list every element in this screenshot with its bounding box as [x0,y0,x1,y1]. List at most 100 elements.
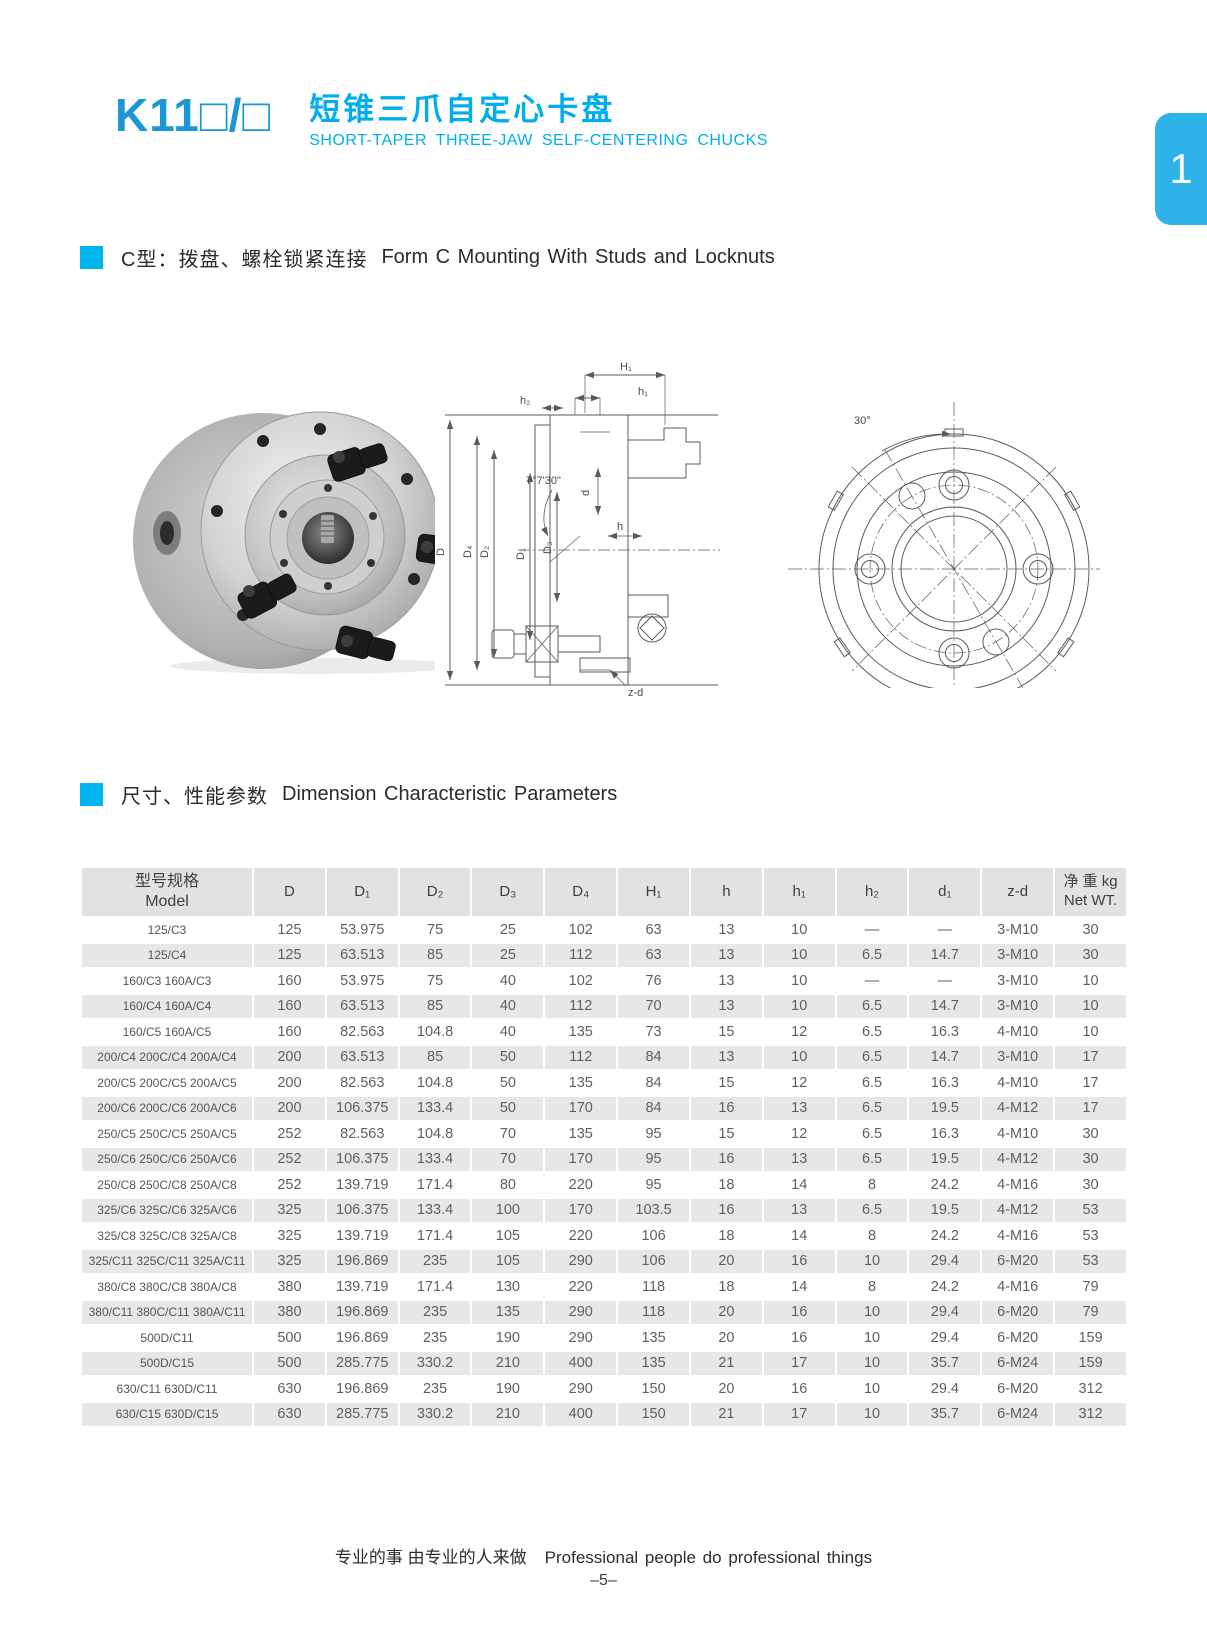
value-cell: 150 [616,1375,691,1403]
value-cell: 325 [252,1196,327,1224]
dim-label-d: d [580,490,592,496]
value-cell: 35.7 [907,1349,983,1377]
footer-slogan-zh: 专业的事 由专业的人来做 [334,1548,527,1567]
value-cell: 220 [543,1171,619,1199]
section-dimensions-en: Dimension Characteristic Parameters [282,783,618,805]
table-row: 200/C6 200C/C6 200A/C6 200 106.375 133.4 50 1… [80,1094,1128,1122]
value-cell: 196.869 [324,1375,400,1403]
value-cell: 106.375 [324,1196,400,1224]
value-cell: 196.869 [324,1298,400,1326]
dim-label-D2: D₂ [479,546,491,558]
value-cell: 10 [834,1298,910,1326]
value-cell: 171.4 [397,1273,473,1301]
value-cell: 12 [761,1018,837,1046]
value-cell: 40 [470,1018,546,1046]
section-dimensions-zh: 尺寸、性能参数 [121,786,268,808]
value-cell: 6-M20 [980,1324,1056,1352]
value-cell: 84 [616,1094,691,1122]
value-cell: 53.975 [324,967,400,995]
section-mounting-zh: C型：拨盘、螺栓锁紧连接 [121,249,368,271]
value-cell: 14 [761,1273,837,1301]
value-cell: 285.775 [324,1400,400,1428]
value-cell: 40 [470,992,546,1020]
value-cell: 53 [1053,1247,1128,1275]
value-cell: 70 [616,992,691,1020]
column-header: D₃ [470,866,546,918]
footer-slogan-en: Professional people do professional thin… [544,1548,873,1567]
value-cell: 21 [688,1400,764,1428]
value-cell: 20 [688,1375,764,1403]
value-cell: 13 [761,1094,837,1122]
value-cell: 200 [252,1069,327,1097]
value-cell: 40 [470,967,546,995]
value-cell: 14 [761,1171,837,1199]
value-cell: 84 [616,1069,691,1097]
value-cell: 6.5 [834,992,910,1020]
model-cell: 160/C5 160A/C5 [80,1018,254,1046]
value-cell: 30 [1053,1120,1128,1148]
value-cell: 63 [616,941,691,969]
value-cell: 19.5 [907,1145,983,1173]
table-row: 630/C15 630D/C15 630 285.775 330.2 210 400 150… [80,1400,1128,1428]
value-cell: 17 [1053,1094,1128,1122]
value-cell: 53 [1053,1196,1128,1224]
value-cell: 150 [616,1400,691,1428]
table-row: 250/C5 250C/C5 250A/C5 252 82.563 104.8 70 13… [80,1120,1128,1148]
table-row: 160/C5 160A/C5 160 82.563 104.8 40 135 73 15 12 6… [80,1018,1128,1046]
table-row: 160/C3 160A/C3 160 53.975 75 40 102 76 13 10— —3-… [80,967,1128,995]
model-cell: 200/C5 200C/C5 200A/C5 [80,1069,254,1097]
value-cell: 16.3 [907,1069,983,1097]
front-view-drawing: 30° [770,372,1100,705]
value-cell: 105 [470,1222,546,1250]
value-cell: 70 [470,1120,546,1148]
value-cell: 10 [761,992,837,1020]
value-cell: 13 [688,967,764,995]
value-cell: 3-M10 [980,1043,1056,1071]
model-cell: 325/C11 325C/C11 325A/C11 [80,1247,254,1275]
value-cell: 18 [688,1222,764,1250]
value-cell: 159 [1053,1324,1128,1352]
header-titles: 短锥三爪自定心卡盘 SHORT-TAPER THREE-JAW SELF-CEN… [309,92,768,150]
table-row: 630/C11 630D/C11 630 196.869 235 190 290 150 20… [80,1375,1128,1403]
value-cell: 106 [616,1247,691,1275]
value-cell: 50 [470,1069,546,1097]
value-cell: 171.4 [397,1171,473,1199]
page-title-en: SHORT-TAPER THREE-JAW SELF-CENTERING CHU… [309,131,768,149]
value-cell: 19.5 [907,1094,983,1122]
value-cell: 500 [252,1349,327,1377]
dim-label-D3: D₃ [542,542,554,554]
value-cell: 16.3 [907,1018,983,1046]
value-cell: 330.2 [397,1400,473,1428]
value-cell: 4-M12 [980,1145,1056,1173]
value-cell: 285.775 [324,1349,400,1377]
value-cell: 312 [1053,1375,1128,1403]
value-cell: 290 [543,1247,619,1275]
section-dimensions-title: 尺寸、性能参数 Dimension Characteristic Paramet… [80,780,617,809]
value-cell: 63.513 [324,992,400,1020]
value-cell: 3-M10 [980,992,1056,1020]
value-cell: 17 [1053,1043,1128,1071]
value-cell: 135 [543,1120,619,1148]
value-cell: 106 [616,1222,691,1250]
value-cell: 325 [252,1247,327,1275]
model-cell: 125/C3 [80,916,254,944]
value-cell: 29.4 [907,1324,983,1352]
value-cell: 13 [688,992,764,1020]
value-cell: — [907,916,983,944]
value-cell: 100 [470,1196,546,1224]
value-cell: 105 [470,1247,546,1275]
dim-label-angle: 7°7'30" [526,475,561,487]
value-cell: 95 [616,1171,691,1199]
value-cell: 82.563 [324,1069,400,1097]
value-cell: 82.563 [324,1120,400,1148]
value-cell: 14 [761,1222,837,1250]
value-cell: 8 [834,1222,910,1250]
value-cell: 235 [397,1247,473,1275]
value-cell: 79 [1053,1273,1128,1301]
value-cell: 170 [543,1196,619,1224]
value-cell: 135 [543,1018,619,1046]
value-cell: 135 [543,1069,619,1097]
value-cell: 6-M20 [980,1375,1056,1403]
value-cell: 16 [688,1094,764,1122]
value-cell: 3-M10 [980,967,1056,995]
